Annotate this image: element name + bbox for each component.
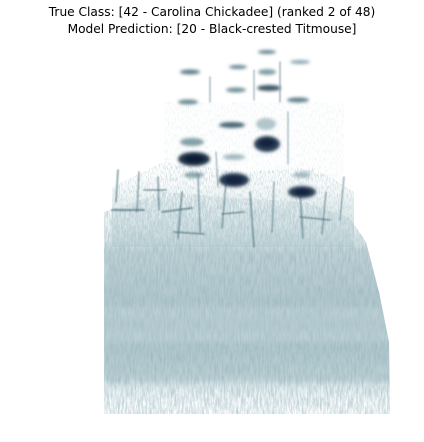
figure-title: True Class: [42 - Carolina Chickadee] (r… — [0, 4, 424, 38]
spectrogram-image — [104, 50, 390, 414]
true-class-label: True Class: [42 - Carolina Chickadee] (r… — [48, 5, 376, 19]
model-prediction-label: Model Prediction: [20 - Black-crested Ti… — [67, 22, 357, 36]
